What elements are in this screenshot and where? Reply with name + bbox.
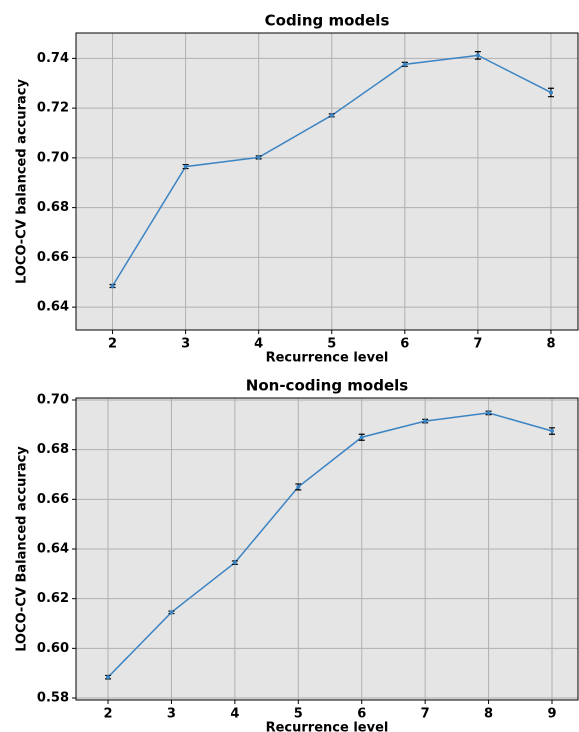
x-tick-label: 3 (167, 707, 176, 722)
y-tick-label: 0.58 (37, 691, 69, 706)
plot-frame (75, 397, 579, 701)
y-tick-label: 0.70 (37, 150, 69, 165)
data-point (232, 560, 237, 565)
x-tick-label: 8 (546, 337, 555, 352)
x-tick-label: 7 (473, 337, 482, 352)
y-tick-label: 0.64 (37, 542, 69, 557)
data-point (256, 155, 261, 160)
y-axis-label: LOCO-CV Balanced accuracy (15, 446, 30, 652)
x-tick-label: 6 (357, 707, 366, 722)
y-tick-label: 0.66 (37, 492, 69, 507)
data-point (549, 429, 554, 434)
plot-area (76, 33, 578, 330)
y-tick-label: 0.60 (37, 641, 69, 656)
chart-title: Coding models (265, 12, 390, 30)
x-tick-label: 2 (104, 707, 113, 722)
data-point (475, 53, 480, 58)
chart-title: Non-coding models (246, 377, 408, 395)
data-line (107, 412, 553, 678)
x-tick-label: 6 (400, 337, 409, 352)
y-tick-label: 0.70 (37, 392, 69, 407)
y-tick-label: 0.66 (37, 250, 69, 265)
x-tick-label: 3 (181, 337, 190, 352)
data-point (106, 675, 111, 680)
data-point (183, 164, 188, 169)
y-tick-label: 0.68 (37, 200, 69, 215)
data-point (329, 113, 334, 118)
y-tick-label: 0.74 (37, 51, 69, 66)
data-point (548, 90, 553, 95)
y-axis-label: LOCO-CV balanced accuracy (15, 79, 30, 284)
x-axis-label: Recurrence level (266, 721, 389, 732)
y-tick-label: 0.64 (37, 300, 69, 315)
data-point (423, 419, 428, 424)
plot-frame (75, 32, 579, 331)
data-point (359, 435, 364, 440)
data-point (402, 62, 407, 67)
y-tick-label: 0.68 (37, 442, 69, 457)
x-tick-label: 8 (484, 707, 493, 722)
x-tick-label: 5 (294, 707, 303, 722)
y-tick-label: 0.62 (37, 591, 69, 606)
data-point (486, 410, 491, 415)
y-tick-label: 0.72 (37, 101, 69, 116)
x-tick-label: 7 (421, 707, 430, 722)
x-tick-label: 5 (327, 337, 336, 352)
data-point (169, 610, 174, 615)
data-point (296, 484, 301, 489)
x-tick-label: 2 (108, 337, 117, 352)
data-point (110, 283, 115, 288)
x-tick-label: 4 (230, 707, 239, 722)
x-tick-label: 4 (254, 337, 263, 352)
x-axis-label: Recurrence level (266, 351, 389, 366)
x-tick-label: 9 (547, 707, 556, 722)
